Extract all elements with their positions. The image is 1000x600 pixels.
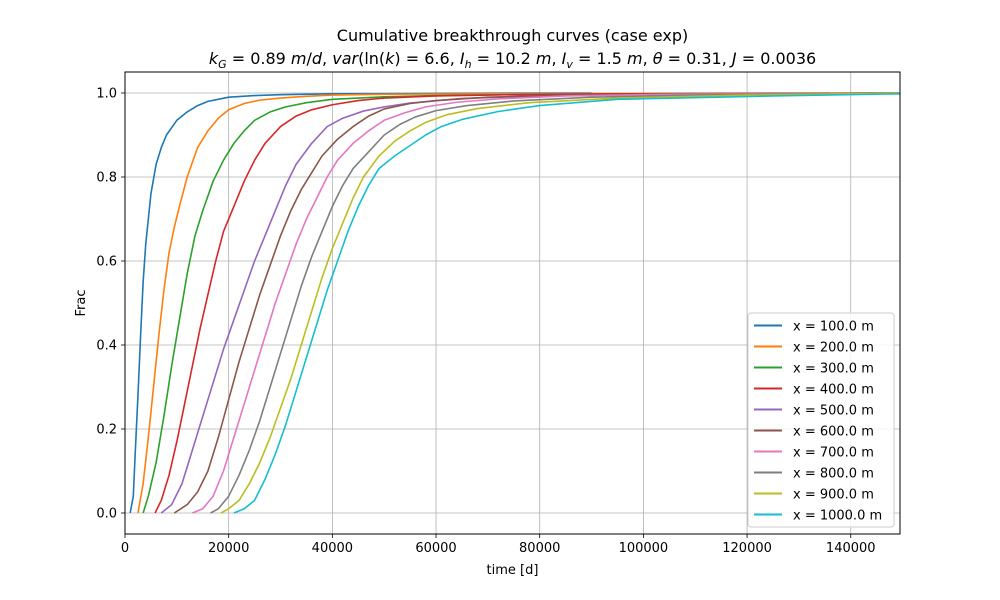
legend-label: x = 100.0 m — [793, 320, 874, 335]
y-axis-label: Frac — [74, 290, 89, 317]
legend-box — [747, 312, 895, 528]
chart-subtitle: kG = 0.89 m/d, var(ln(k) = 6.6, Ih = 10.… — [209, 49, 816, 71]
x-tick-label: 0 — [121, 541, 129, 556]
x-axis-ticks: 0 20000 40000 60000 80000 100000 120000 140000 — [121, 534, 876, 556]
legend-label: x = 200.0 m — [793, 341, 874, 356]
legend-label: x = 400.0 m — [793, 383, 874, 398]
y-tick-label: 0.4 — [96, 339, 117, 354]
legend-label: x = 800.0 m — [793, 467, 874, 482]
y-tick-label: 0.2 — [96, 423, 117, 438]
series-line-8 — [210, 92, 901, 514]
y-axis-ticks: 0.0 0.2 0.4 0.6 0.8 1.0 — [96, 87, 125, 522]
series-line-7 — [192, 92, 901, 514]
x-tick-label: 100000 — [619, 541, 669, 556]
legend: x = 100.0 m x = 200.0 m x = 300.0 m x = 400… — [747, 312, 895, 528]
series-lines — [129, 92, 901, 514]
chart-title: Cumulative breakthrough curves (case exp… — [337, 26, 688, 45]
series-line-3 — [142, 92, 901, 514]
series-line-6 — [173, 92, 901, 514]
y-tick-label: 0.8 — [96, 171, 117, 186]
x-tick-label: 120000 — [722, 541, 772, 556]
x-tick-label: 140000 — [826, 541, 876, 556]
series-line-4 — [154, 92, 901, 514]
series-line-2 — [137, 92, 831, 514]
x-tick-label: 40000 — [312, 541, 353, 556]
axes-frame — [124, 71, 901, 535]
y-tick-label: 0.6 — [96, 255, 117, 270]
legend-label: x = 500.0 m — [793, 404, 874, 419]
legend-entries: x = 100.0 m x = 200.0 m x = 300.0 m x = 400… — [754, 320, 882, 524]
y-tick-label: 1.0 — [96, 87, 117, 102]
series-line-10 — [233, 93, 901, 514]
series-line-9 — [220, 92, 901, 514]
x-tick-label: 20000 — [208, 541, 249, 556]
y-tick-label: 0.0 — [96, 507, 117, 522]
legend-label: x = 900.0 m — [793, 488, 874, 503]
series-line-1 — [129, 92, 592, 514]
x-axis-label: time [d] — [487, 563, 539, 578]
legend-label: x = 1000.0 m — [793, 509, 882, 524]
legend-label: x = 700.0 m — [793, 446, 874, 461]
x-tick-label: 60000 — [415, 541, 456, 556]
legend-label: x = 300.0 m — [793, 362, 874, 377]
x-tick-label: 80000 — [519, 541, 560, 556]
legend-label: x = 600.0 m — [793, 425, 874, 440]
